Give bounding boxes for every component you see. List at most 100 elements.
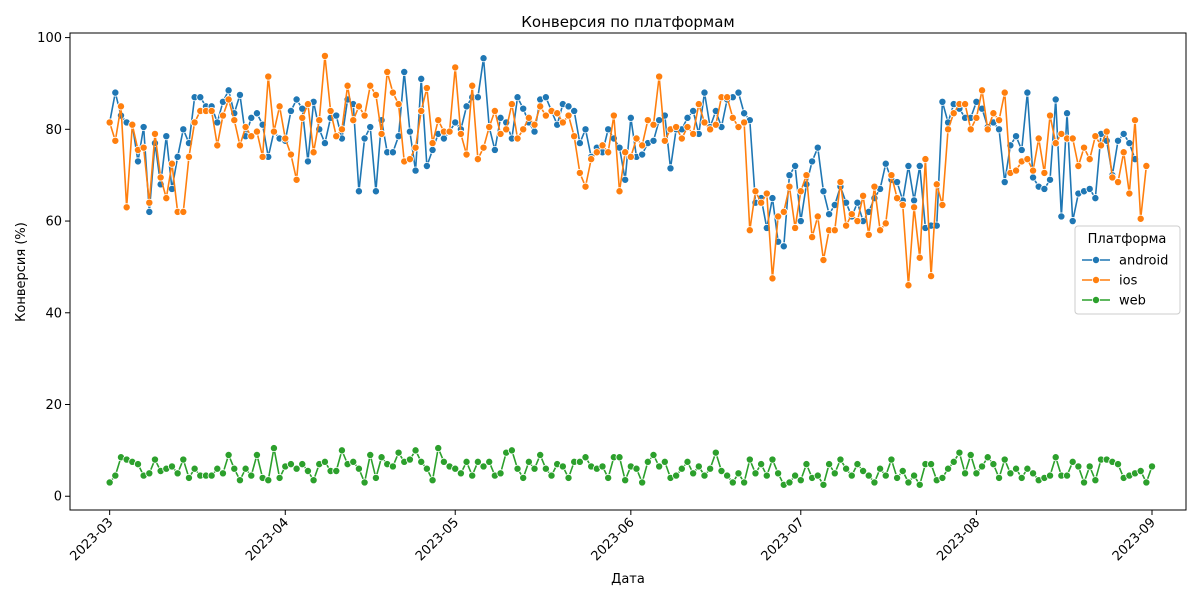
data-point-android [1119, 129, 1128, 138]
legend-label: web [1119, 294, 1146, 309]
data-point-web [660, 457, 669, 466]
data-point-ios [451, 63, 460, 72]
data-point-web [558, 462, 567, 471]
data-point-ios [808, 233, 817, 242]
data-point-web [456, 469, 465, 478]
data-point-android [689, 106, 698, 115]
data-point-ios [745, 226, 754, 235]
data-point-android [513, 93, 522, 102]
x-tick-label: 2023-09 [1110, 515, 1159, 564]
data-point-ios [502, 125, 511, 134]
data-point-android [813, 143, 822, 152]
legend: Платформа android ios web [1074, 225, 1181, 315]
data-point-ios [762, 189, 771, 198]
data-point-android [473, 93, 482, 102]
data-point-web [694, 462, 703, 471]
data-point-ios [371, 90, 380, 99]
y-tick-label: 0 [54, 490, 62, 505]
data-point-web [468, 471, 477, 480]
data-point-web [655, 462, 664, 471]
data-point-ios [122, 203, 131, 212]
data-point-web [796, 476, 805, 485]
data-point-web [972, 469, 981, 478]
data-point-ios [694, 100, 703, 109]
data-point-android [139, 123, 148, 132]
data-point-web [230, 464, 239, 473]
data-point-web [547, 471, 556, 480]
data-point-android [734, 88, 743, 97]
data-point-web [1012, 464, 1021, 473]
x-tick-label: 2023-06 [589, 515, 638, 564]
data-point-web [983, 453, 992, 462]
data-point-ios [847, 210, 856, 219]
data-point-ios [728, 113, 737, 122]
series-web [105, 444, 1157, 489]
y-tick-label: 100 [37, 31, 62, 46]
data-point-web [235, 476, 244, 485]
data-point-ios [473, 155, 482, 164]
data-point-android [700, 88, 709, 97]
data-point-web [683, 457, 692, 466]
data-point-android [292, 95, 301, 104]
data-point-ios [405, 155, 414, 164]
data-point-ios [655, 72, 664, 81]
data-point-android [796, 217, 805, 226]
data-point-android [649, 136, 658, 145]
data-point-android [910, 196, 919, 205]
data-point-ios [1097, 141, 1106, 150]
data-point-ios [949, 109, 958, 118]
data-point-ios [411, 143, 420, 152]
legend-marker [1092, 255, 1101, 264]
data-point-web [881, 471, 890, 480]
data-point-ios [519, 125, 528, 134]
data-point-ios [706, 125, 715, 134]
data-point-ios [281, 134, 290, 143]
data-point-android [1114, 136, 1123, 145]
data-point-ios [105, 118, 114, 127]
data-point-web [745, 455, 754, 464]
data-point-ios [417, 106, 426, 115]
data-point-web [1080, 478, 1089, 487]
data-point-ios [456, 129, 465, 138]
data-point-android [462, 102, 471, 111]
data-point-ios [604, 148, 613, 157]
data-point-ios [700, 118, 709, 127]
data-point-web [910, 471, 919, 480]
data-point-ios [598, 141, 607, 150]
data-point-web [768, 455, 777, 464]
data-point-android [439, 134, 448, 143]
data-point-ios [388, 88, 397, 97]
data-point-ios [791, 223, 800, 232]
data-point-ios [915, 253, 924, 262]
data-point-ios [734, 123, 743, 132]
data-point-ios [258, 152, 267, 161]
data-point-android [173, 152, 182, 161]
data-point-android [575, 139, 584, 148]
data-point-web [1063, 471, 1072, 480]
data-point-ios [830, 226, 839, 235]
data-point-ios [139, 143, 148, 152]
data-point-web [723, 471, 732, 480]
data-point-web [388, 462, 397, 471]
data-point-web [264, 476, 273, 485]
data-point-web [1148, 462, 1157, 471]
data-point-web [332, 467, 341, 476]
data-point-web [190, 464, 199, 473]
data-point-ios [1012, 166, 1021, 175]
legend-label: ios [1119, 274, 1138, 289]
data-point-ios [524, 113, 533, 122]
data-point-android [1017, 145, 1026, 154]
data-point-ios [723, 93, 732, 102]
data-point-ios [468, 81, 477, 90]
y-axis: 0 20 40 60 80 100 [37, 31, 70, 505]
data-point-android [133, 157, 142, 166]
data-point-ios [774, 212, 783, 221]
data-point-web [473, 457, 482, 466]
data-point-web [955, 448, 964, 457]
data-point-ios [445, 127, 454, 136]
data-point-android [422, 162, 431, 171]
data-point-android [1057, 212, 1066, 221]
data-point-android [1012, 132, 1021, 141]
data-point-web [995, 473, 1004, 482]
data-point-ios [383, 67, 392, 76]
